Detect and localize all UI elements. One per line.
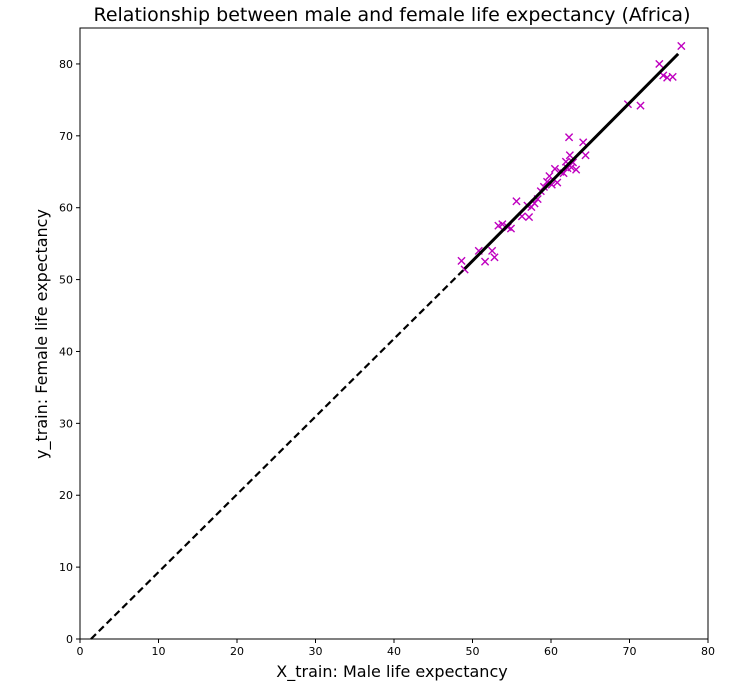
data-point-x-marker: [565, 151, 574, 160]
data-point-x-marker: [545, 171, 554, 181]
x-tick-label: 40: [387, 645, 401, 658]
y-axis-ticks: 0 10 20 30 40 50 60 70 80: [59, 58, 80, 646]
data-point-x-marker: [553, 178, 562, 187]
scatter-series: [457, 41, 686, 274]
x-tick-label: 0: [77, 645, 84, 658]
x-axis-ticks: 0 10 20 30 40 50 60 70 80: [77, 639, 715, 658]
data-point-x-marker: [550, 164, 560, 173]
fit-line: [463, 52, 680, 270]
x-axis-title: X_train: Male life expectancy: [276, 662, 507, 682]
x-tick-label: 30: [309, 645, 323, 658]
y-tick-label: 40: [59, 345, 73, 358]
y-tick-label: 0: [66, 633, 73, 646]
data-point-x-marker: [568, 158, 578, 167]
x-tick-label: 10: [152, 645, 166, 658]
data-point-x-marker: [564, 133, 574, 142]
y-tick-label: 10: [59, 561, 73, 574]
x-tick-label: 60: [544, 645, 558, 658]
y-tick-label: 50: [59, 274, 73, 287]
y-tick-label: 20: [59, 489, 73, 502]
y-axis-title: y_train: Female life expectancy: [32, 209, 52, 459]
y-tick-label: 30: [59, 417, 73, 430]
y-tick-label: 80: [59, 58, 73, 71]
data-point-x-marker: [636, 101, 645, 110]
x-tick-label: 80: [701, 645, 715, 658]
data-point-x-marker: [677, 41, 686, 51]
data-point-x-marker: [655, 59, 664, 69]
x-tick-label: 50: [466, 645, 480, 658]
data-point-x-marker: [581, 151, 590, 160]
data-point-x-marker: [579, 138, 588, 147]
data-point-x-marker: [572, 165, 581, 174]
data-point-x-marker: [512, 197, 521, 206]
chart-title: Relationship between male and female lif…: [93, 4, 690, 26]
data-point-x-marker: [490, 253, 499, 262]
data-point-x-marker: [480, 257, 490, 266]
y-tick-label: 60: [59, 202, 73, 215]
y-tick-label: 70: [59, 130, 73, 143]
x-tick-label: 70: [623, 645, 637, 658]
series-layer: [90, 41, 686, 640]
data-point-x-marker: [488, 246, 497, 255]
data-point-x-marker: [668, 72, 677, 81]
x-tick-label: 20: [230, 645, 244, 658]
extrapolated-fit-line: [90, 268, 466, 640]
data-point-x-marker: [457, 256, 466, 265]
data-point-x-marker: [524, 212, 534, 222]
